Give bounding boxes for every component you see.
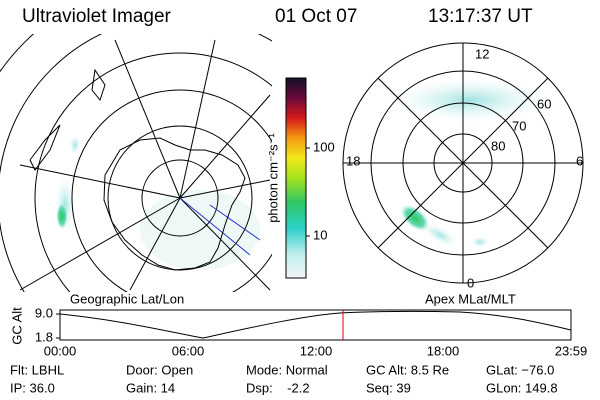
status-field: Dsp: -2.2 [246, 380, 310, 395]
date: 01 Oct 07 [275, 6, 357, 27]
status-field: IP: 36.0 [10, 380, 55, 395]
status-panel: Flt: LBHL Door: Open Mode: Normal GC Alt: 8… [10, 362, 558, 395]
mlat-label: 60 [537, 96, 551, 111]
status-field: Flt: LBHL [10, 362, 64, 377]
status-field: Mode: Normal [246, 362, 328, 377]
mlt-label: 0 [467, 275, 474, 290]
mlat-label: 80 [491, 138, 505, 153]
colorbar [285, 77, 307, 279]
status-field: GLon: 149.8 [486, 380, 558, 395]
orbit-ylabel: GC Alt [9, 307, 24, 345]
status-field: Door: Open [126, 362, 193, 377]
status-field: Seq: 39 [366, 380, 411, 395]
status-field: Gain: 14 [126, 380, 175, 395]
orbit-plot [56, 309, 572, 341]
mlt-label: 6 [576, 153, 583, 168]
status-field: GC Alt: 8.5 Re [366, 362, 449, 377]
orbit-xtick: 00:00 [44, 343, 77, 358]
orbit-xtick: 18:00 [427, 343, 460, 358]
mlt-label: 18 [346, 153, 360, 168]
orbit-ytick: 9.0 [35, 305, 53, 320]
colorbar-tick-label: 10 [313, 227, 327, 242]
mlat-label: 70 [512, 118, 526, 133]
instrument: Ultraviolet Imager [22, 6, 172, 27]
geographic-label: Geographic Lat/Lon [70, 291, 184, 306]
orbit-xtick: 12:00 [300, 343, 333, 358]
colorbar-tick-label: 100 [313, 139, 335, 154]
magnetic-dial [342, 42, 584, 284]
orbit-xtick: 06:00 [172, 343, 205, 358]
colorbar-label: photon cm⁻²s⁻¹ [265, 133, 280, 223]
orbit-ytick: 1.8 [35, 329, 53, 344]
mlt-label: 12 [475, 46, 489, 61]
orbit-xtick: 23:59 [555, 343, 588, 358]
magnetic-label: Apex MLat/MLT [425, 291, 516, 306]
geographic-map [0, 34, 272, 292]
status-field: GLat: −76.0 [486, 362, 554, 377]
time: 13:17:37 UT [428, 6, 533, 27]
